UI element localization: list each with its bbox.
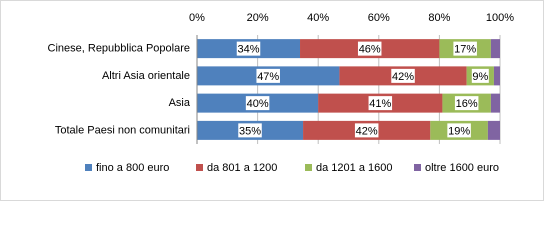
data-label-box xyxy=(453,41,477,56)
data-label-box xyxy=(391,68,415,83)
data-label: 47% xyxy=(257,71,279,83)
data-label: 42% xyxy=(392,71,414,83)
x-tick-label: 40% xyxy=(307,12,329,24)
data-label-box xyxy=(471,68,489,83)
bar-segment xyxy=(487,120,500,140)
x-tick-label: 0% xyxy=(189,12,205,24)
data-label-box xyxy=(357,41,382,56)
data-label-box xyxy=(368,96,393,111)
y-tick-label: Asia xyxy=(169,97,191,109)
legend-label: da 1201 a 1600 xyxy=(316,162,392,174)
bar-segment xyxy=(490,93,500,113)
y-tick-label: Altri Asia orientale xyxy=(102,70,190,82)
data-label: 16% xyxy=(456,98,478,110)
legend-swatch xyxy=(196,164,203,171)
data-label-box xyxy=(238,123,262,138)
data-label: 40% xyxy=(247,98,269,110)
data-label: 42% xyxy=(356,125,378,137)
x-tick-label: 80% xyxy=(428,12,450,24)
legend-label: da 801 a 1200 xyxy=(207,162,277,174)
data-label-box xyxy=(256,68,280,83)
x-tick-label: 100% xyxy=(486,12,514,24)
legend-label: fino a 800 euro xyxy=(96,162,169,174)
y-tick-label: Cinese, Repubblica Popolare xyxy=(48,43,190,55)
data-label: 35% xyxy=(239,125,261,137)
data-label: 34% xyxy=(237,44,259,56)
legend-swatch xyxy=(305,164,312,171)
data-label: 19% xyxy=(448,125,470,137)
x-tick-label: 20% xyxy=(247,12,269,24)
x-tick-label: 60% xyxy=(368,12,390,24)
data-label: 46% xyxy=(359,44,381,56)
legend-swatch xyxy=(414,164,421,171)
data-label-box xyxy=(447,123,471,138)
data-label: 17% xyxy=(454,44,476,56)
data-label: 41% xyxy=(369,98,391,110)
data-label-box xyxy=(245,96,270,111)
data-label-box xyxy=(236,41,261,56)
data-label-box xyxy=(454,96,479,111)
legend-label: oltre 1600 euro xyxy=(425,162,499,174)
data-label-box xyxy=(354,123,379,138)
legend-swatch xyxy=(85,164,92,171)
bar-segment xyxy=(493,66,500,86)
bar-segment xyxy=(490,39,500,59)
chart: 0% 20% 40% 60% 80% 100% Cinese, Repubblica Pop… xyxy=(0,0,544,201)
y-tick-label: Totale Paesi non comunitari xyxy=(55,124,190,136)
data-label: 9% xyxy=(472,71,488,83)
